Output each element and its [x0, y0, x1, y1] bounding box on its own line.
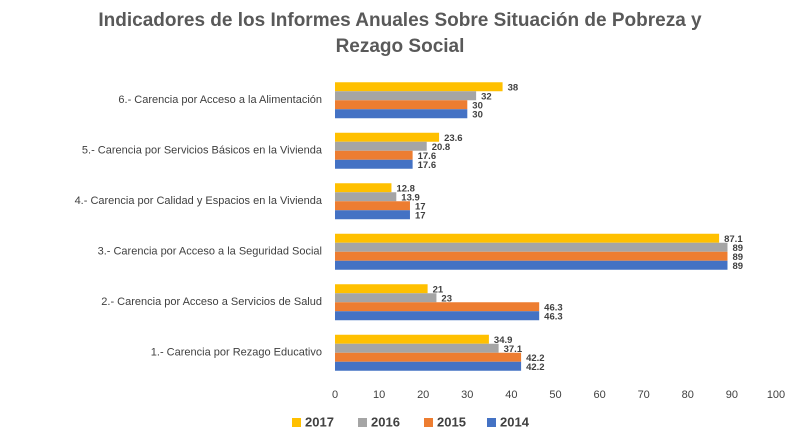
bar — [335, 210, 410, 220]
bar — [335, 109, 468, 119]
data-label: 23 — [441, 293, 452, 304]
bar — [335, 141, 427, 151]
data-label: 37.1 — [504, 344, 523, 355]
data-label: 89 — [732, 261, 743, 272]
data-label: 17 — [415, 201, 426, 212]
data-label: 20.8 — [432, 142, 451, 153]
data-label: 21 — [433, 284, 444, 295]
bar — [335, 293, 437, 303]
x-tick-label: 90 — [726, 389, 738, 401]
x-tick-label: 0 — [332, 389, 338, 401]
bar — [335, 251, 728, 261]
data-label: 87.1 — [724, 234, 743, 245]
y-tick-label: 4.- Carencia por Calidad y Espacios en l… — [75, 195, 323, 207]
legend-label: 2017 — [305, 414, 334, 429]
x-tick-label: 100 — [767, 389, 785, 401]
bar — [335, 201, 410, 211]
data-label: 23.6 — [444, 133, 463, 144]
x-tick-label: 40 — [505, 389, 517, 401]
data-label: 89 — [732, 252, 743, 263]
bar — [335, 302, 540, 312]
data-label: 89 — [732, 243, 743, 254]
chart-title: Indicadores de los Informes Anuales Sobr… — [98, 10, 702, 57]
data-label: 12.8 — [396, 183, 415, 194]
data-label: 17.6 — [418, 160, 437, 171]
bar — [335, 82, 503, 92]
x-tick-label: 50 — [549, 389, 561, 401]
y-tick-label: 3.- Carencia por Acceso a la Seguridad S… — [98, 246, 322, 258]
bar — [335, 242, 728, 252]
data-label: 17.6 — [418, 151, 437, 162]
data-label: 46.3 — [544, 302, 563, 313]
data-label: 34.9 — [494, 335, 513, 346]
bar — [335, 183, 392, 193]
data-label: 30 — [472, 100, 483, 111]
x-tick-label: 80 — [682, 389, 694, 401]
legend-swatch — [424, 418, 433, 427]
bar — [335, 343, 499, 353]
x-tick-label: 20 — [417, 389, 429, 401]
bar — [335, 100, 468, 110]
bar — [335, 159, 413, 169]
bar — [335, 132, 440, 142]
x-tick-label: 70 — [638, 389, 650, 401]
x-tick-label: 60 — [593, 389, 605, 401]
y-tick-label: 2.- Carencia por Acceso a Servicios de S… — [101, 296, 322, 308]
data-label: 42.2 — [526, 353, 545, 364]
legend-label: 2014 — [500, 414, 530, 429]
bar — [335, 361, 522, 371]
x-tick-label: 10 — [373, 389, 385, 401]
x-tick-label: 30 — [461, 389, 473, 401]
y-tick-label: 5.- Carencia por Servicios Básicos en la… — [82, 145, 323, 157]
data-label: 30 — [472, 109, 483, 120]
y-tick-label: 1.- Carencia por Rezago Educativo — [151, 347, 322, 359]
bar — [335, 150, 413, 160]
bar — [335, 352, 522, 362]
data-label: 17 — [415, 210, 426, 221]
data-label: 13.9 — [401, 192, 420, 203]
bar — [335, 192, 397, 202]
data-label: 42.2 — [526, 362, 545, 373]
bar — [335, 260, 728, 270]
data-label: 46.3 — [544, 311, 563, 322]
legend-label: 2016 — [371, 414, 400, 429]
y-tick-label: 6.- Carencia por Acceso a la Alimentació… — [118, 94, 322, 106]
bar — [335, 91, 477, 101]
legend-swatch — [487, 418, 496, 427]
bar — [335, 334, 489, 344]
legend-swatch — [292, 418, 301, 427]
bar — [335, 233, 720, 243]
bar — [335, 311, 540, 321]
data-label: 38 — [508, 82, 519, 93]
bar — [335, 284, 428, 294]
legend-swatch — [358, 418, 367, 427]
legend-label: 2015 — [437, 414, 466, 429]
data-label: 32 — [481, 91, 492, 102]
